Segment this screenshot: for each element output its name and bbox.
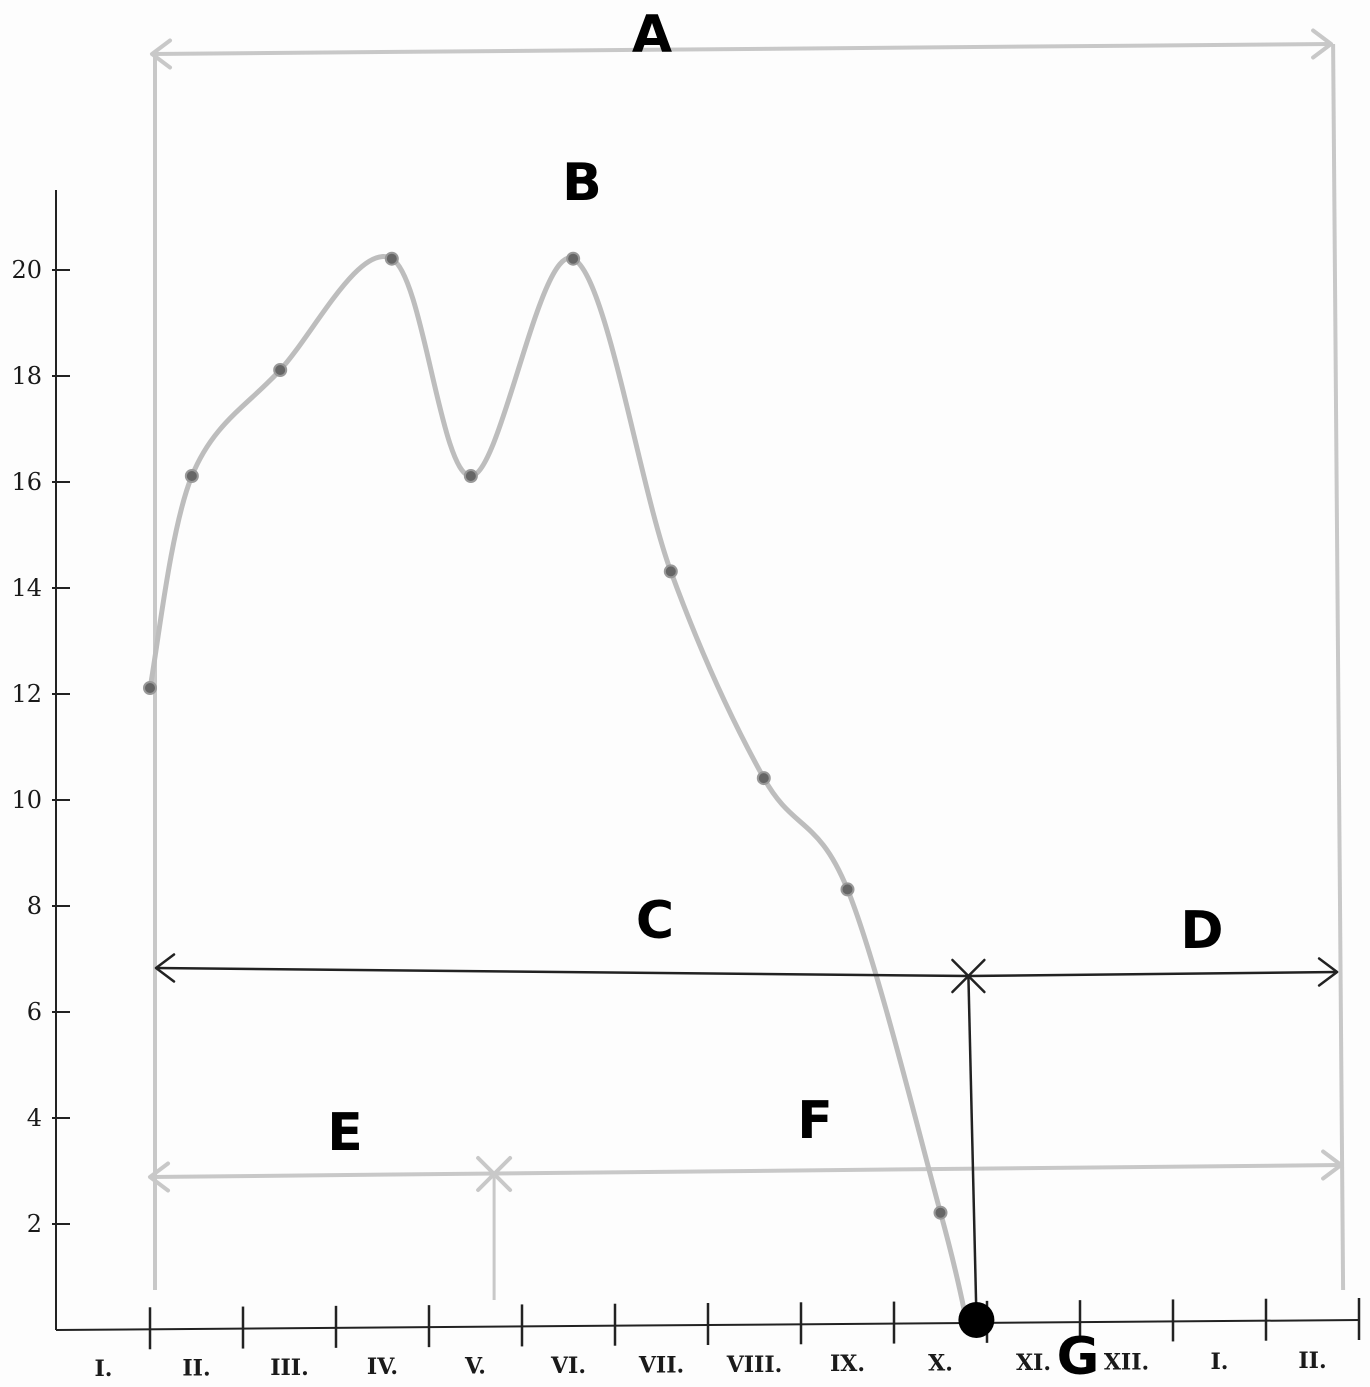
y-tick-label: 2 (27, 1210, 42, 1238)
x-tick-label: V. (464, 1354, 486, 1380)
point-G-marker (958, 1302, 995, 1338)
x-tick-label: IX. (830, 1351, 865, 1377)
arrow-head (154, 953, 176, 983)
arrow-head (1321, 1149, 1344, 1181)
data-point (184, 469, 199, 483)
y-tick-label: 20 (11, 256, 42, 284)
span-EF-line (149, 1163, 1342, 1179)
data-point (840, 882, 855, 897)
y-tick-label: 10 (11, 786, 42, 814)
cross-mark (476, 1156, 513, 1192)
span-C-line (155, 966, 969, 978)
annotation-A: A (632, 5, 672, 65)
annotation-C: C (636, 891, 674, 951)
data-point (566, 251, 581, 266)
x-tick-label: I. (1211, 1349, 1229, 1375)
y-tick-label: 12 (11, 680, 42, 708)
x-tick-label: XII. (1104, 1349, 1149, 1375)
y-tick-label: 14 (11, 574, 42, 602)
G-drop-line (967, 975, 978, 1317)
x-tick-label: I. (95, 1356, 113, 1382)
x-tick-label: II. (1298, 1348, 1326, 1374)
x-tick-label: X. (928, 1351, 953, 1377)
annotation-D: D (1180, 901, 1223, 961)
y-tick-label: 8 (27, 892, 42, 920)
data-point (143, 681, 157, 695)
x-tick-label: VI. (550, 1353, 586, 1379)
x-tick-label: XI. (1016, 1350, 1051, 1376)
x-tick-label: VII. (638, 1352, 684, 1378)
y-tick-label: 6 (27, 998, 42, 1026)
data-point (384, 251, 399, 266)
x-tick-label: IV. (367, 1354, 398, 1380)
x-tick-label: VIII. (726, 1352, 783, 1378)
data-point (273, 363, 288, 377)
annotation-E: E (327, 1103, 363, 1163)
x-tick-label: III. (270, 1355, 309, 1381)
annotation-B: B (562, 153, 602, 213)
annotation-G: G (1057, 1327, 1100, 1387)
right-boundary-line (1331, 43, 1346, 1291)
x-tick-label: II. (182, 1355, 210, 1381)
data-point (463, 469, 478, 483)
arrow-head (1317, 957, 1339, 987)
arrow-head (1311, 28, 1334, 60)
y-tick-label: 18 (11, 362, 42, 390)
data-point (933, 1205, 948, 1220)
data-point (663, 564, 678, 579)
data-point (756, 771, 771, 786)
span-D-line (968, 970, 1338, 978)
arrow-head (148, 1161, 170, 1193)
y-tick-label: 4 (27, 1104, 42, 1132)
y-tick-label: 16 (11, 468, 42, 496)
annotation-F: F (797, 1091, 833, 1151)
span-A-line (151, 42, 1332, 56)
arrow-head (150, 38, 172, 70)
